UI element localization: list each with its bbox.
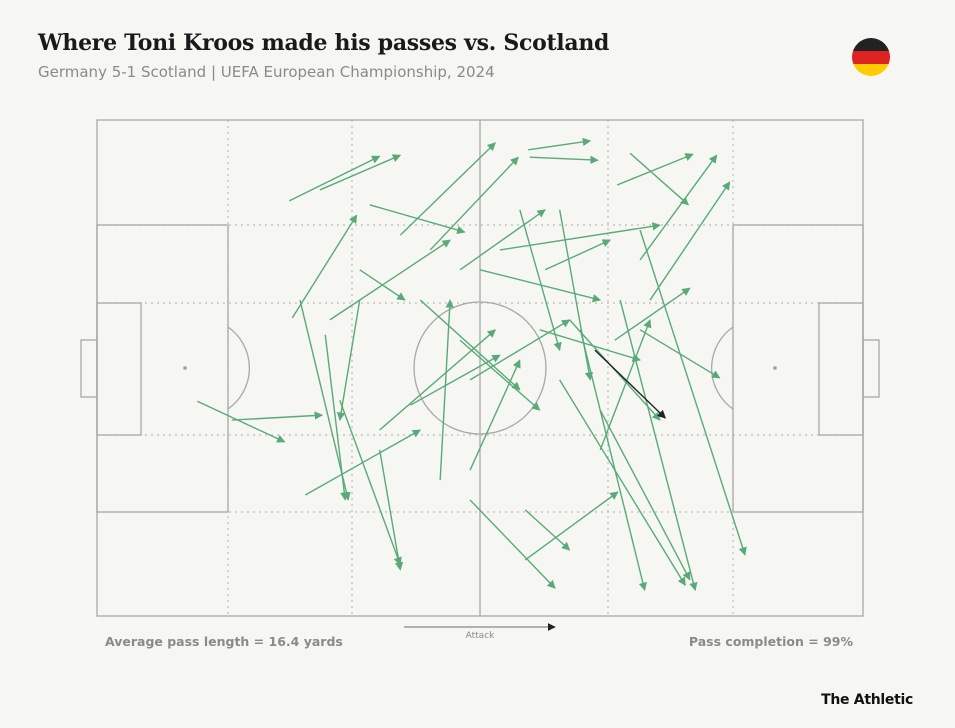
pass-arrow bbox=[469, 359, 521, 471]
pass-arrow bbox=[197, 400, 286, 443]
pass-arrow bbox=[459, 209, 546, 271]
pass-arrow bbox=[524, 491, 619, 561]
pass-completion: Pass completion = 99% bbox=[688, 634, 853, 649]
pass-arrow bbox=[579, 329, 647, 592]
pass-arrow bbox=[529, 155, 599, 165]
pass-arrow bbox=[231, 411, 324, 421]
pass-arrow bbox=[378, 449, 404, 571]
pass-arrow bbox=[539, 329, 641, 362]
pass-arrow bbox=[639, 229, 747, 556]
pass-arrow bbox=[469, 319, 571, 381]
pass-arrow bbox=[459, 339, 541, 411]
pass-arrow bbox=[614, 287, 691, 341]
pass-arrow bbox=[419, 299, 521, 391]
pass-arrow bbox=[291, 214, 358, 319]
pass-arrow bbox=[439, 299, 454, 481]
title: Where Toni Kroos made his passes vs. Sco… bbox=[38, 30, 610, 56]
pass-arrow bbox=[329, 239, 451, 321]
pass-arrow bbox=[649, 181, 731, 301]
pass-arrow bbox=[519, 209, 562, 351]
pass-arrow bbox=[319, 154, 402, 191]
pass-arrow bbox=[639, 154, 718, 261]
pass-arrow bbox=[544, 239, 611, 271]
pitch bbox=[80, 119, 880, 631]
pass-arrow bbox=[616, 153, 694, 186]
brand: The Athletic bbox=[821, 692, 913, 708]
attack-label: Attack bbox=[466, 631, 496, 641]
pass-arrow bbox=[379, 329, 496, 431]
pass-arrow bbox=[288, 155, 381, 202]
pass-arrow bbox=[399, 142, 496, 236]
flag bbox=[852, 38, 890, 76]
pass-arrow bbox=[629, 152, 689, 206]
pass-arrow bbox=[429, 156, 519, 251]
pass-arrow bbox=[479, 269, 602, 303]
pass-arrow bbox=[336, 299, 361, 421]
average-pass-length: Average pass length = 16.4 yards bbox=[105, 634, 343, 649]
pass-arrow bbox=[499, 222, 661, 251]
pass-arrow bbox=[469, 499, 556, 589]
pass-arrow bbox=[299, 299, 351, 501]
pass-arrow bbox=[558, 209, 594, 381]
pass-arrow bbox=[594, 349, 666, 419]
pass-arrow bbox=[524, 509, 571, 551]
pass-arrow bbox=[409, 354, 501, 406]
subtitle: Germany 5-1 Scotland | UEFA European Cha… bbox=[38, 63, 495, 81]
pass-arrow bbox=[528, 137, 592, 151]
pass-arrow bbox=[559, 379, 686, 586]
pass-arrow bbox=[339, 399, 402, 566]
pass-arrow bbox=[619, 299, 698, 592]
pass-arrow bbox=[599, 409, 691, 581]
pass-arrow bbox=[599, 319, 652, 451]
